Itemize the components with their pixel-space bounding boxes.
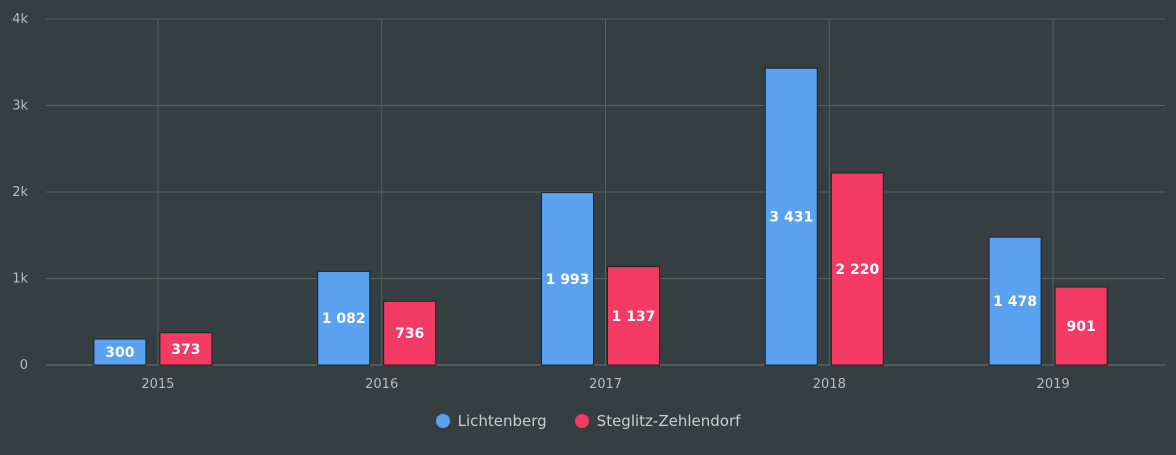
data-label: 1 478 [993, 294, 1037, 310]
bar-lichtenberg-2019[interactable] [988, 236, 1042, 366]
data-label: 901 [1066, 319, 1095, 335]
x-axis: 2015 2016 2017 2018 2019 [141, 377, 1069, 392]
grid-lines [46, 18, 1165, 366]
bar-chart: 0 1k 2k 3k 4k 2015 2016 2017 2018 2019 300 373 1 0… [12, 12, 1165, 392]
x-tick-label: 2016 [365, 377, 398, 392]
legend: Lichtenberg Steglitz-Zehlendorf [0, 412, 1176, 430]
x-tick-label: 2019 [1037, 377, 1070, 392]
data-label: 373 [171, 342, 200, 358]
data-label: 1 993 [546, 272, 590, 288]
legend-item-steglitz-zehlendorf[interactable]: Steglitz-Zehlendorf [574, 412, 741, 430]
bar-steglitz-zehlendorf-2017[interactable] [607, 266, 660, 366]
bar-steglitz-zehlendorf-2016[interactable] [383, 300, 437, 366]
legend-label: Steglitz-Zehlendorf [596, 412, 741, 430]
data-label: 300 [105, 345, 134, 361]
x-tick-label: 2018 [813, 377, 846, 392]
bar-steglitz-zehlendorf-2018[interactable] [830, 172, 884, 366]
bar-steglitz-zehlendorf-2019[interactable] [1054, 286, 1108, 366]
bar-lichtenberg-2018[interactable] [764, 67, 818, 366]
data-label: 1 137 [612, 309, 656, 325]
data-label: 736 [395, 326, 424, 342]
y-tick-label: 0 [20, 358, 28, 373]
y-axis: 0 1k 2k 3k 4k [12, 12, 28, 373]
bar-lichtenberg-2017[interactable] [541, 192, 594, 366]
bar-steglitz-zehlendorf-2015[interactable] [159, 332, 213, 366]
bar-lichtenberg-2015[interactable] [93, 338, 147, 366]
legend-marker-lichtenberg [435, 414, 450, 428]
bar-lichtenberg-2016[interactable] [317, 270, 371, 366]
y-tick-label: 3k [12, 99, 28, 114]
data-label: 3 431 [769, 210, 813, 226]
data-label: 1 082 [322, 311, 366, 327]
legend-item-lichtenberg[interactable]: Lichtenberg [435, 412, 547, 430]
legend-marker-steglitz-zehlendorf [574, 414, 589, 428]
y-tick-label: 4k [12, 12, 28, 27]
legend-label: Lichtenberg [457, 412, 547, 430]
y-tick-label: 1k [12, 272, 28, 287]
x-tick-label: 2015 [141, 377, 174, 392]
bars: 300 373 1 082 736 1 993 1 137 3 431 2 220 1 478 9… [93, 67, 1108, 366]
data-label: 2 220 [835, 262, 879, 278]
x-tick-label: 2017 [589, 377, 622, 392]
y-tick-label: 2k [12, 185, 28, 200]
